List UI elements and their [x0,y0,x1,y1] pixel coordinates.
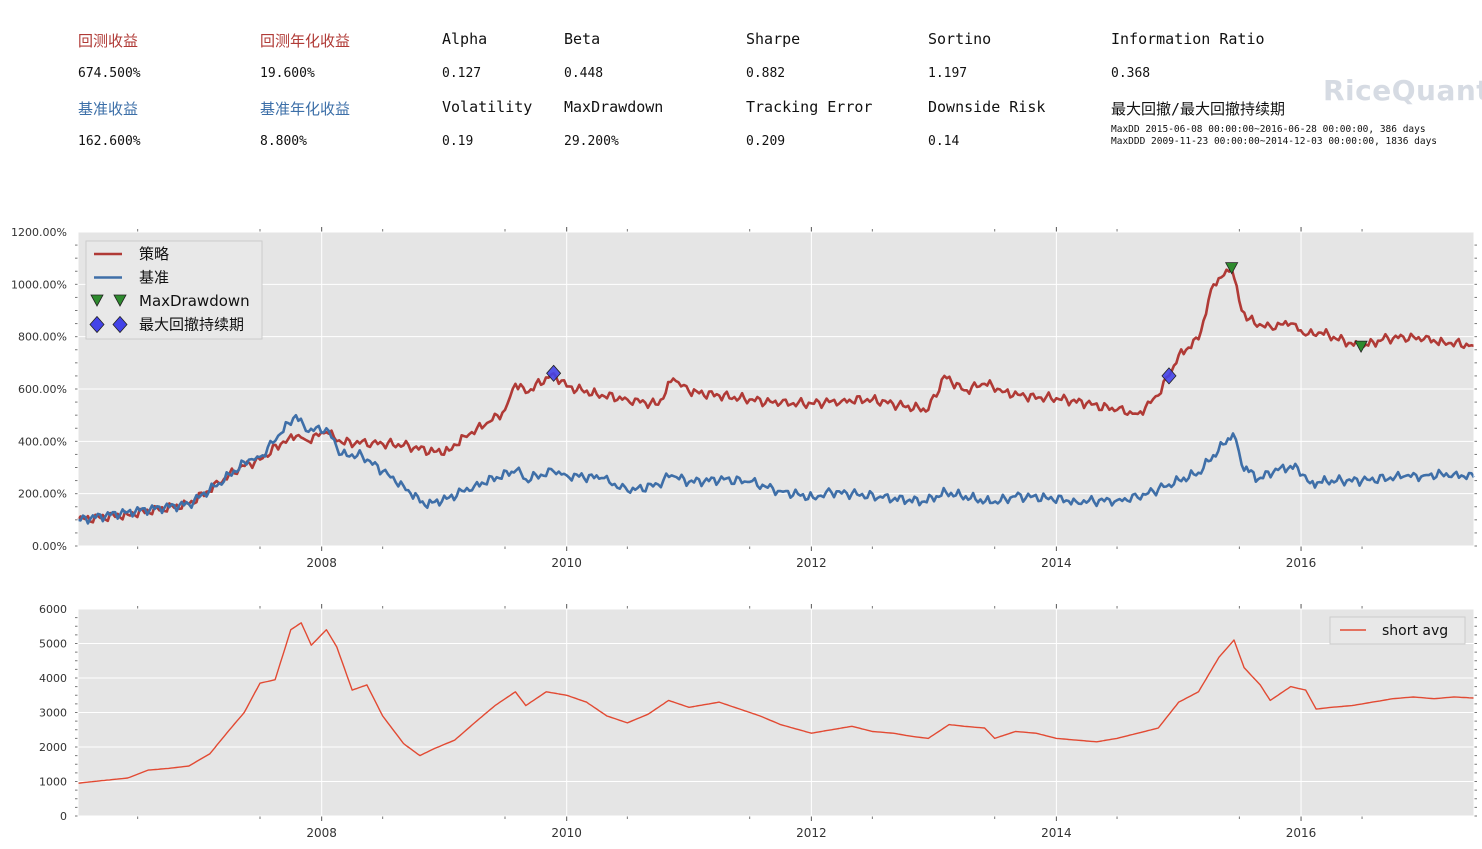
x-tick-label: 2014 [1041,556,1072,570]
y-tick-label: 1200.00% [11,226,67,239]
stat-label-8: 基准年化收益 [260,100,351,118]
y-tick-label: 0.00% [32,540,67,553]
stat-label-9: Volatility [442,98,533,116]
y-tick-label: 5000 [39,638,67,651]
stat-value-0: 674.500% [78,66,141,81]
summary-stats: 回测收益 674.500% 回测年化收益 19.600% Alpha 0.127 Beta 0… [0,0,1482,170]
legend-short-avg: short avg [1329,616,1466,645]
stat-label-10: MaxDrawdown [564,98,664,116]
stat-label-6: Information Ratio [1111,30,1265,48]
maxdd-detail-1: MaxDDD 2009-11-23 00:00:00~2014-12-03 00… [1111,136,1438,147]
stat-value-1: 19.600% [260,66,315,81]
x-tick-label: 2012 [796,826,827,840]
stat-label-0: 回测收益 [78,32,139,50]
maxdd-detail-0: MaxDD 2015-06-08 00:00:00~2016-06-28 00:… [1111,124,1426,135]
stat-value-3: 0.448 [564,66,604,81]
y-tick-label: 6000 [39,603,67,616]
plot-frame [77,608,1475,817]
legend-triangle-swatch [113,294,127,307]
stat-label-2: Alpha [442,30,488,48]
x-tick-label: 2010 [551,826,582,840]
stat-label-7: 基准收益 [78,100,139,118]
stat-label-5: Sortino [928,30,992,48]
legend-label: MaxDrawdown [139,292,250,310]
y-tick-label: 0 [60,810,67,823]
series-line-0 [77,622,1475,784]
maxdrawdown-marker [1224,262,1239,275]
legend-label: 最大回撤持续期 [139,316,244,334]
y-tick-label: 1000.00% [11,278,67,291]
x-tick-label: 2010 [551,556,582,570]
stat-label-12: Downside Risk [928,98,1046,116]
stat-value-7: 162.600% [78,134,141,149]
series-line-1 [77,413,1476,525]
y-tick-label: 400.00% [18,435,67,448]
stat-label-3: Beta [564,30,601,48]
y-tick-label: 3000 [39,707,67,720]
legend-label: short avg [1382,623,1448,639]
x-tick-label: 2016 [1286,556,1317,570]
plot-frame [77,231,1475,547]
stat-value-12: 0.14 [928,134,960,149]
legend-diamond-swatch [112,315,128,334]
maxdrawdown-marker [1354,340,1368,353]
legend-triangle-swatch [90,294,104,307]
stat-value-2: 0.127 [442,66,482,81]
y-tick-label: 800.00% [18,331,67,344]
stat-label-13: 最大回撤/最大回撤持续期 [1111,100,1286,118]
stat-label-4: Sharpe [746,30,801,48]
stat-value-5: 1.197 [928,66,968,81]
legend-label: 策略 [139,245,169,263]
legend-diamond-swatch [89,315,105,334]
series-line-0 [76,267,1475,524]
x-tick-label: 2012 [796,556,827,570]
y-tick-label: 600.00% [18,383,67,396]
returns-chart: 0.00% 200.00% 400.00% 600.00% 800.00% 1000.00… [11,226,1477,570]
legend-box [1329,616,1466,645]
max-ddd-marker [1161,367,1177,385]
y-tick-label: 4000 [39,672,67,685]
x-tick-label: 2008 [306,826,337,840]
y-tick-label: 1000 [39,776,67,789]
stat-label-1: 回测年化收益 [260,32,351,50]
x-tick-label: 2008 [306,556,337,570]
x-tick-label: 2014 [1041,826,1072,840]
x-tick-label: 2016 [1286,826,1317,840]
stat-value-9: 0.19 [442,134,474,149]
stat-label-11: Tracking Error [746,98,873,116]
stat-value-4: 0.882 [746,66,786,81]
y-tick-label: 200.00% [18,488,67,501]
stat-value-11: 0.209 [746,134,786,149]
ricequant-logo: RiceQuant [1323,74,1482,107]
stat-value-6: 0.368 [1111,66,1151,81]
y-tick-label: 2000 [39,741,67,754]
max-ddd-marker [546,364,562,382]
legend-label: 基准 [139,269,169,287]
stat-value-10: 29.200% [564,134,619,149]
stat-value-8: 8.800% [260,134,307,149]
